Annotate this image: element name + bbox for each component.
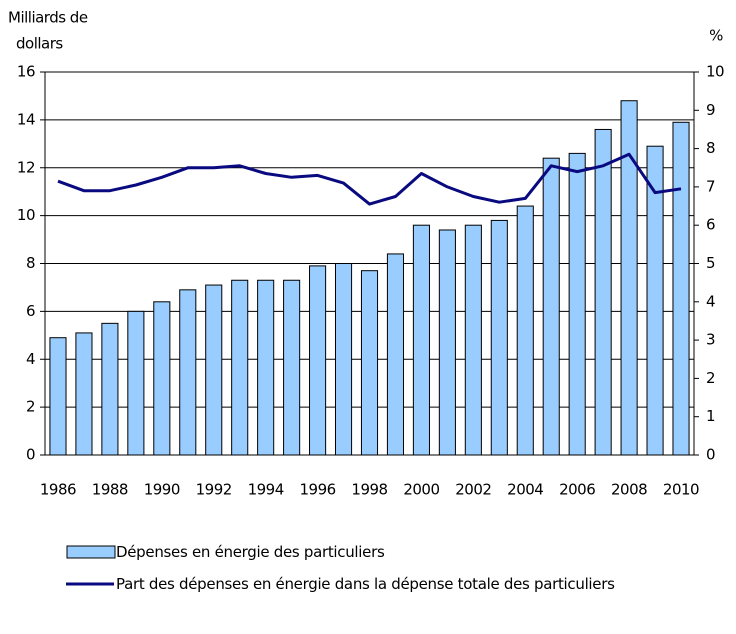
legend-swatch	[66, 545, 116, 559]
bar	[568, 152, 586, 456]
legend-swatch	[66, 582, 114, 586]
x-tick-label: 2010	[663, 481, 699, 499]
bar	[257, 279, 275, 456]
y-tick-label: 2	[26, 398, 35, 416]
y2-tick-label: 6	[706, 216, 715, 234]
y2-tick-label: 0	[706, 446, 715, 464]
y-axis-label: Milliards de	[8, 9, 88, 27]
bar	[594, 128, 612, 456]
legend-swatch-rect	[66, 545, 116, 559]
bar	[542, 157, 560, 456]
y2-tick-label: 5	[706, 254, 715, 272]
x-tick-label: 2004	[507, 481, 543, 499]
x-tick-label: 1994	[248, 481, 284, 499]
legend-label: Part des dépenses en énergie dans la dép…	[116, 575, 615, 593]
y2-tick-label: 10	[706, 63, 724, 81]
x-tick-label: 2008	[611, 481, 647, 499]
legend-entry: Dépenses en énergie des particuliers	[66, 542, 676, 562]
x-tick-label: 1990	[144, 481, 180, 499]
y2-tick-label: 3	[706, 331, 715, 349]
legend-entry: Part des dépenses en énergie dans la dép…	[66, 560, 676, 594]
y2-axis-label: %	[709, 27, 723, 45]
bar	[309, 265, 327, 456]
y2-tick-label: 4	[706, 292, 715, 310]
y2-tick-label: 1	[706, 407, 715, 425]
bar	[490, 219, 508, 456]
y2-tick-label: 2	[706, 369, 715, 387]
y-tick-label: 6	[26, 302, 35, 320]
y-axis-label: dollars	[16, 35, 63, 53]
legend-label: Dépenses en énergie des particuliers	[116, 543, 385, 561]
bar	[205, 284, 223, 456]
y-tick-label: 16	[17, 63, 35, 81]
x-tick-label: 1998	[351, 481, 387, 499]
bar	[464, 224, 482, 456]
x-tick-label: 2000	[403, 481, 439, 499]
bar	[672, 121, 690, 456]
y-tick-label: 14	[17, 110, 35, 128]
bar	[127, 310, 145, 456]
x-tick-label: 1996	[299, 481, 335, 499]
y-tick-label: 4	[26, 350, 35, 368]
x-tick-label: 1988	[92, 481, 128, 499]
y-tick-label: 0	[26, 446, 35, 464]
line	[57, 152, 682, 206]
bar	[49, 337, 67, 456]
bar	[101, 322, 119, 456]
bar	[412, 224, 430, 456]
bar	[179, 289, 197, 456]
x-tick-label: 2002	[455, 481, 491, 499]
bar	[153, 301, 171, 456]
bar	[231, 279, 249, 456]
bar	[386, 253, 405, 456]
bar	[438, 229, 456, 456]
bar	[516, 205, 534, 456]
y-tick-label: 12	[17, 158, 35, 176]
x-tick-label: 1986	[40, 481, 76, 499]
bar	[283, 279, 301, 456]
y2-tick-label: 7	[706, 177, 715, 195]
y2-tick-label: 9	[706, 101, 715, 119]
x-tick-label: 2006	[559, 481, 595, 499]
bar	[75, 332, 93, 456]
y2-tick-label: 8	[706, 139, 715, 157]
x-tick-label: 1992	[196, 481, 232, 499]
bar	[334, 263, 353, 456]
y-tick-label: 8	[26, 254, 35, 272]
bar	[360, 270, 379, 456]
y-tick-label: 10	[17, 206, 35, 224]
